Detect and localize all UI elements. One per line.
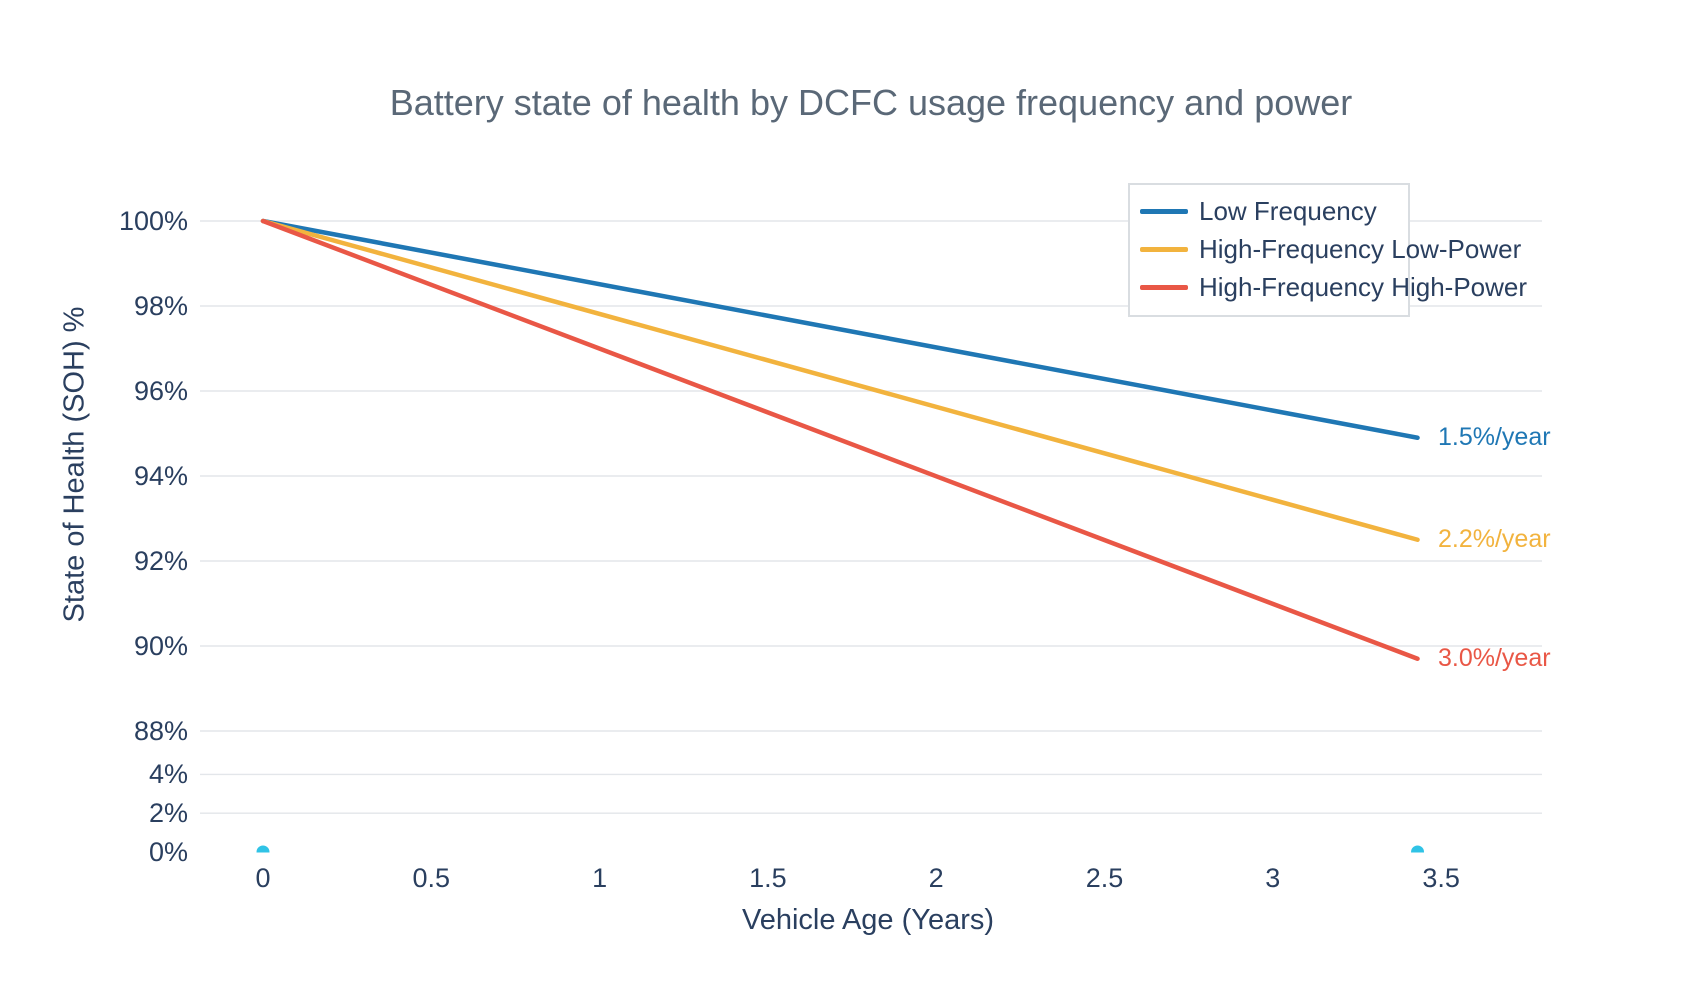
legend-swatch-1	[1140, 246, 1188, 252]
legend-item-1[interactable]: High-Frequency Low-Power	[1140, 230, 1521, 268]
x-tick-label-0.5: 0.5	[412, 863, 451, 893]
x-tick-label-3.5: 3.5	[1422, 863, 1460, 893]
endpoint-marker-0	[256, 845, 270, 853]
chart-title: Battery state of health by DCFC usage fr…	[389, 82, 1353, 123]
series-line-2	[260, 218, 1420, 661]
series-line-1	[260, 218, 1420, 542]
legend-label-2: High-Frequency High-Power	[1199, 271, 1528, 302]
legend-swatch-0	[1140, 208, 1188, 214]
y-tick-label-0%: 0%	[148, 837, 188, 867]
x-tick-label-2: 2	[928, 863, 944, 893]
rate-annotation-2: 3.0%/year	[1438, 643, 1551, 672]
legend-item-0[interactable]: Low Frequency	[1140, 192, 1408, 230]
series-line-0	[260, 218, 1420, 440]
x-tick-label-1: 1	[592, 863, 608, 893]
legend-item-2[interactable]: High-Frequency High-Power	[1140, 268, 1527, 306]
x-tick-label-1.5: 1.5	[749, 863, 787, 893]
y-tick-label-4%: 4%	[148, 759, 188, 790]
y-tick-label-88%: 88%	[133, 716, 188, 746]
y-tick-label-98%: 98%	[133, 291, 188, 321]
endpoint-marker-1	[1411, 845, 1425, 853]
x-axis-title: Vehicle Age (Years)	[741, 904, 995, 936]
y-tick-label-90%: 90%	[133, 631, 188, 661]
legend-label-0: Low Frequency	[1199, 195, 1377, 226]
x-tick-label-0: 0	[255, 863, 271, 893]
legend-label-1: High-Frequency Low-Power	[1199, 233, 1522, 264]
rate-annotation-0: 1.5%/year	[1438, 422, 1551, 451]
endpoint-markers	[256, 845, 1425, 853]
x-tick-label-3: 3	[1265, 863, 1281, 893]
legend-swatch-2	[1140, 284, 1188, 290]
y-tick-label-100%: 100%	[118, 206, 188, 236]
series-lines	[260, 218, 1420, 661]
legend: Low Frequency High-Frequency Low-Power Hig…	[1128, 183, 1527, 317]
y-axis-title: State of Health (SOH) %	[58, 306, 91, 623]
y-tick-label-92%: 92%	[133, 546, 188, 576]
x-tick-label-2.5: 2.5	[1085, 863, 1124, 893]
y-tick-label-2%: 2%	[148, 798, 188, 829]
y-tick-label-96%: 96%	[133, 376, 188, 406]
rate-annotation-1: 2.2%/year	[1438, 524, 1551, 553]
y-tick-label-94%: 94%	[133, 461, 188, 491]
